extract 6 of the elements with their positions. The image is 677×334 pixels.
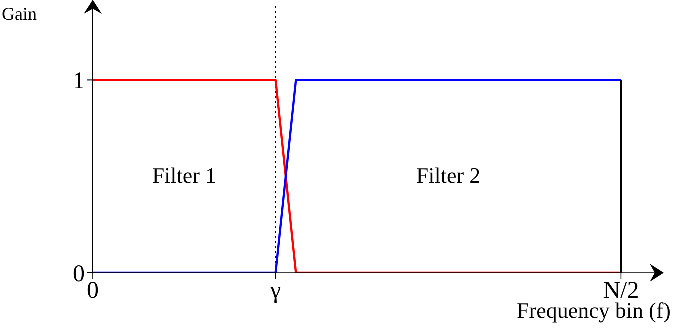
y-tick-label: 1 [73,68,85,95]
annotation: Filter 2 [415,162,482,189]
annotation: Filter 1 [151,162,218,189]
x-tick-label: γ [270,278,282,304]
x-axis-title: Frequency bin (f) [517,298,671,324]
y-axis-title: Gain [2,4,37,25]
